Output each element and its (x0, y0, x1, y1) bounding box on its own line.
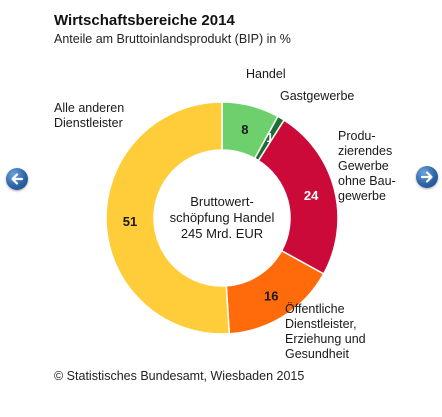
slice-value-label-1: 1 (266, 130, 273, 145)
slice-category-label-0: Handel (246, 67, 286, 81)
slice-value-label-4: 51 (123, 214, 137, 229)
slice-category-label-2: Produ-zierendes Gewerbe ohne Bau-gewerbe (338, 129, 396, 203)
donut-slice-4 (105, 101, 231, 335)
donut-center-label: Bruttowert-schöpfung Handel 245 Mrd. EUR (170, 194, 275, 241)
slice-category-label-3: Öffentliche Dienstleister, Erziehung und Ge… (285, 302, 366, 361)
slice-value-label-3: 16 (264, 289, 278, 304)
slice-value-label-0: 8 (241, 122, 248, 137)
chart-subtitle: Anteile am Bruttoinlandsprodukt (BIP) in… (54, 32, 291, 46)
arrow-left-icon[interactable] (6, 168, 28, 190)
donut-slice-2 (257, 119, 339, 275)
slice-category-label-4: Alle anderen Dienstleister (54, 101, 124, 130)
chart-title: Wirtschaftsbereiche 2014 (54, 12, 235, 29)
arrow-right-icon[interactable] (416, 166, 438, 188)
slice-value-label-2: 24 (304, 188, 319, 203)
arrow-right-glyph (420, 171, 433, 183)
source-note: © Statistisches Bundesamt, Wiesbaden 201… (54, 369, 305, 383)
slice-category-label-1: Gastgewerbe (280, 89, 354, 103)
arrow-left-glyph (11, 173, 24, 185)
